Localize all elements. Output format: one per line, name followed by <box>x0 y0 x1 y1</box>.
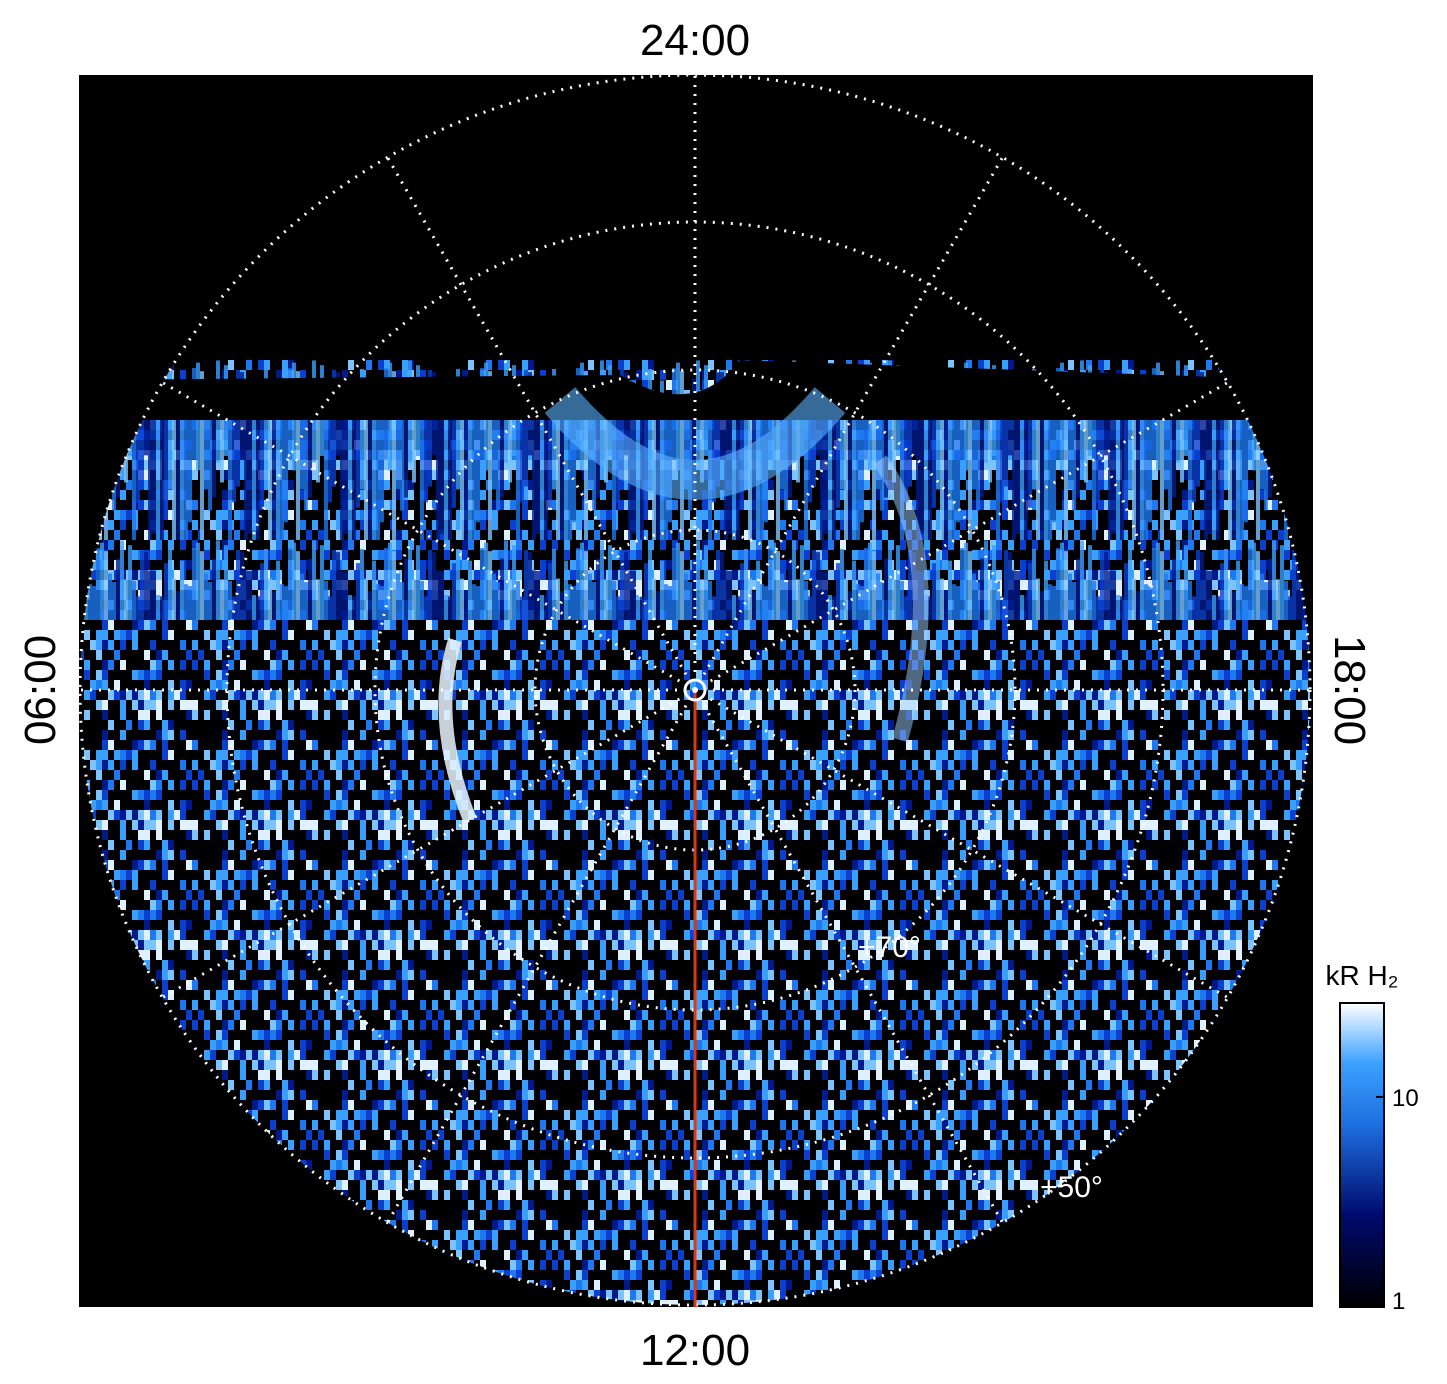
latitude-circle <box>78 73 1312 1307</box>
local-time-label: 24:00 <box>640 16 750 65</box>
colorbar-scale <box>1339 1002 1385 1308</box>
latitude-label: +50° <box>1040 1171 1103 1204</box>
colorbar-tick-label: 10 <box>1392 1085 1419 1112</box>
dark-cap <box>90 360 1300 420</box>
latitude-circle <box>533 528 857 852</box>
colorbar-tick-label: 1 <box>1392 1288 1405 1315</box>
latitude-label: +70° <box>858 931 921 964</box>
meridian <box>161 381 696 692</box>
meridian <box>161 688 696 999</box>
aurora-feature <box>438 637 477 823</box>
local-time-label: 18:00 <box>1325 635 1374 745</box>
colorbar-title: kR H₂ <box>1325 960 1398 991</box>
local-time-label: 06:00 <box>16 635 65 745</box>
colorbar: kR H₂ 1 10 <box>1325 960 1418 1315</box>
meridian <box>694 688 1229 999</box>
local-time-label: 12:00 <box>640 1326 750 1375</box>
coordinate-grid <box>78 73 1312 1307</box>
meridian <box>693 689 1004 1224</box>
meridian <box>386 156 697 691</box>
meridian <box>386 689 697 1224</box>
aurora-arc <box>544 387 846 500</box>
pole-dot <box>692 687 698 693</box>
aurora-feature <box>873 455 929 743</box>
meridian <box>694 381 1229 692</box>
pole-marker <box>683 678 707 702</box>
latitude-circle <box>373 368 1017 1012</box>
meridian <box>693 156 1004 691</box>
